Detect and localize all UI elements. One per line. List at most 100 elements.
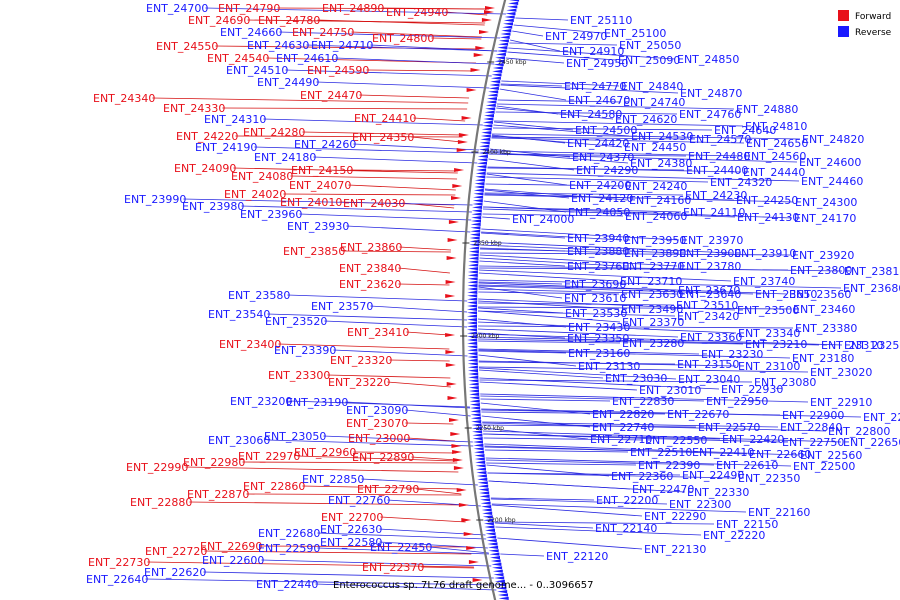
leader-line bbox=[398, 267, 450, 274]
reverse-feature-arrow bbox=[485, 103, 496, 107]
leader-line bbox=[313, 156, 478, 164]
reverse-feature-arrow bbox=[470, 413, 481, 417]
leader-line bbox=[478, 310, 621, 323]
feature-label: ENT_23230 bbox=[701, 348, 763, 361]
feature-label: ENT_22950 bbox=[706, 395, 768, 408]
reverse-feature-arrow bbox=[487, 97, 497, 101]
leader-line bbox=[478, 350, 567, 354]
feature-label: ENT_24840 bbox=[621, 80, 683, 93]
reverse-feature-arrow bbox=[467, 335, 478, 339]
reverse-feature-arrow bbox=[498, 596, 509, 600]
feature-label: ENT_24090 bbox=[174, 162, 236, 175]
reverse-feature-arrow bbox=[473, 188, 484, 192]
forward-feature-arrow bbox=[449, 418, 459, 422]
leader-line bbox=[381, 7, 489, 10]
forward-feature-arrow bbox=[447, 396, 458, 400]
reverse-feature-arrow bbox=[474, 185, 485, 189]
reverse-feature-arrow bbox=[497, 46, 508, 50]
reverse-feature-arrow bbox=[474, 182, 485, 186]
reverse-feature-arrow bbox=[467, 318, 477, 322]
forward-feature-arrow bbox=[456, 148, 467, 152]
feature-label: ENT_22670 bbox=[667, 408, 729, 421]
feature-label: ENT_24170 bbox=[794, 212, 856, 225]
reverse-feature-arrow bbox=[468, 267, 479, 271]
feature-label: ENT_24190 bbox=[195, 141, 257, 154]
feature-label: ENT_23250 bbox=[844, 339, 900, 352]
leader-line bbox=[481, 411, 666, 415]
feature-label: ENT_24640 bbox=[714, 124, 776, 137]
leader-line bbox=[335, 57, 495, 65]
scale-tick-label: 2450 kbp bbox=[498, 59, 526, 66]
leader-line bbox=[500, 83, 563, 87]
leader-line bbox=[480, 241, 733, 254]
feature-label: ENT_23670 bbox=[678, 284, 740, 297]
forward-feature-arrow bbox=[445, 363, 456, 367]
leader-line bbox=[290, 175, 458, 180]
reverse-feature-arrow bbox=[477, 161, 487, 165]
leader-line bbox=[215, 45, 480, 50]
reverse-feature-arrow bbox=[474, 450, 485, 454]
reverse-feature-arrow bbox=[468, 375, 479, 379]
feature-label: ENT_22490 bbox=[682, 469, 744, 482]
reverse-feature-arrow bbox=[467, 280, 478, 284]
feature-label: ENT_22130 bbox=[644, 543, 706, 556]
leader-line bbox=[235, 135, 463, 138]
feature-label: ENT_24160 bbox=[629, 194, 691, 207]
feature-label: ENT_24260 bbox=[294, 138, 356, 151]
feature-label: ENT_22860 bbox=[243, 480, 305, 493]
reverse-feature-arrow bbox=[472, 199, 483, 203]
leader-line bbox=[489, 153, 687, 157]
feature-label: ENT_25050 bbox=[619, 39, 681, 52]
leader-line bbox=[353, 451, 457, 454]
feature-label: ENT_23160 bbox=[568, 347, 630, 360]
feature-label: ENT_24000 bbox=[512, 213, 574, 226]
reverse-feature-arrow bbox=[467, 314, 477, 318]
feature-label: ENT_24340 bbox=[93, 92, 155, 105]
feature-label: ENT_22720 bbox=[145, 545, 207, 558]
leader-line bbox=[491, 498, 668, 505]
reverse-feature-arrow bbox=[480, 137, 491, 141]
forward-feature-arrow bbox=[468, 560, 479, 564]
forward-feature-arrow bbox=[457, 140, 468, 144]
reverse-feature-arrow bbox=[482, 124, 493, 128]
forward-feature-arrow bbox=[470, 68, 481, 72]
reverse-feature-arrow bbox=[467, 355, 478, 359]
reverse-feature-arrow bbox=[484, 110, 495, 114]
leader-line bbox=[478, 325, 794, 329]
feature-label: ENT_24780 bbox=[258, 14, 320, 27]
feature-label: ENT_23540 bbox=[208, 308, 270, 321]
feature-label: ENT_22690 bbox=[200, 540, 262, 553]
forward-feature-arrow bbox=[479, 30, 489, 34]
reverse-feature-arrow bbox=[467, 365, 478, 369]
leader-line bbox=[479, 254, 678, 267]
leader-line bbox=[501, 80, 620, 87]
leader-line bbox=[407, 437, 455, 442]
reverse-feature-arrow bbox=[486, 100, 497, 104]
reverse-feature-arrow bbox=[467, 341, 478, 345]
feature-label: ENT_23680 bbox=[843, 282, 900, 295]
reverse-feature-arrow bbox=[468, 250, 479, 254]
reverse-feature-arrow bbox=[504, 15, 515, 19]
feature-label: ENT_24820 bbox=[802, 133, 864, 146]
feature-label: ENT_24970 bbox=[545, 30, 607, 43]
feature-label: ENT_23380 bbox=[795, 322, 857, 335]
feature-label: ENT_22680 bbox=[258, 527, 320, 540]
reverse-feature-arrow bbox=[472, 202, 483, 206]
reverse-feature-arrow bbox=[469, 392, 480, 396]
reverse-feature-arrow bbox=[491, 73, 502, 77]
leader-line bbox=[317, 532, 487, 540]
feature-label: ENT_23050 bbox=[264, 430, 326, 443]
feature-label: ENT_22740 bbox=[592, 421, 654, 434]
feature-label: ENT_24480 bbox=[688, 150, 750, 163]
label-leader-lines bbox=[145, 7, 862, 591]
feature-label: ENT_23080 bbox=[754, 376, 816, 389]
leader-line bbox=[482, 421, 779, 428]
reverse-feature-arrow bbox=[480, 501, 491, 505]
reverse-feature-arrow bbox=[473, 447, 484, 451]
feature-label: ENT_23210 bbox=[745, 338, 807, 351]
forward-feature-arrow bbox=[446, 382, 457, 386]
reverse-feature-arrow bbox=[469, 239, 480, 243]
reverse-feature-arrow bbox=[467, 362, 478, 366]
leader-line bbox=[479, 260, 566, 267]
